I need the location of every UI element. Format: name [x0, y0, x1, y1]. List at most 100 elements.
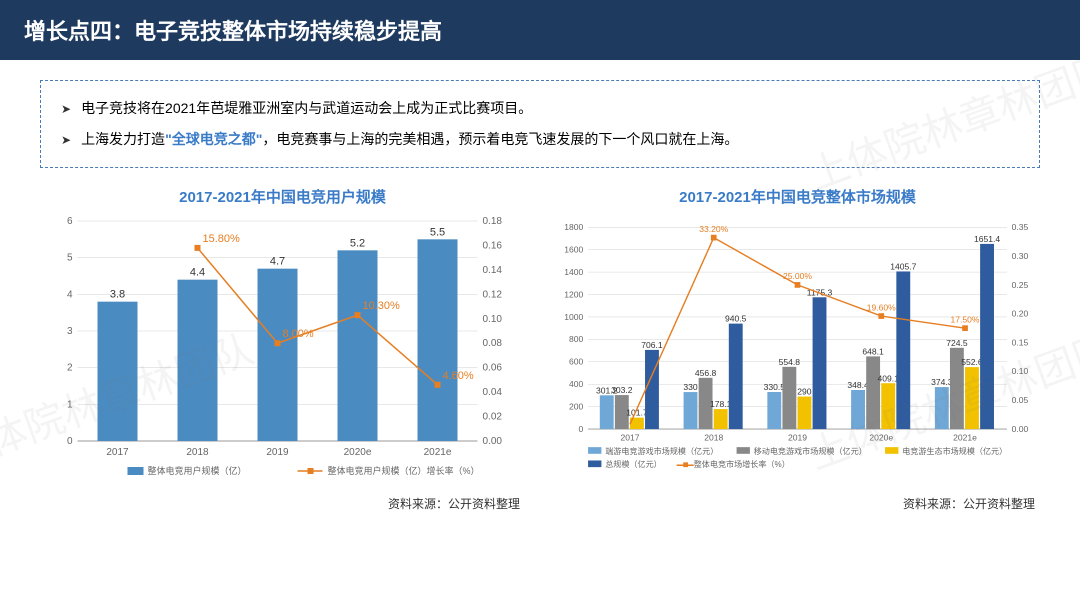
svg-text:4.60%: 4.60%: [443, 369, 474, 381]
svg-text:整体电竞用户规模（亿）增长率（%）: 整体电竞用户规模（亿）增长率（%）: [328, 465, 480, 476]
svg-text:整体电竞用户规模（亿）: 整体电竞用户规模（亿）: [148, 465, 247, 476]
svg-text:电竞游生态市场规模（亿元）: 电竞游生态市场规模（亿元）: [902, 445, 1007, 455]
chart-title: 2017-2021年中国电竞用户规模: [35, 186, 530, 207]
svg-text:400: 400: [569, 379, 584, 389]
svg-text:0.25: 0.25: [1012, 279, 1029, 289]
svg-text:0.02: 0.02: [483, 411, 503, 422]
svg-text:1800: 1800: [564, 222, 583, 232]
svg-text:15.80%: 15.80%: [203, 232, 241, 244]
svg-text:25.00%: 25.00%: [783, 271, 812, 281]
svg-text:0.12: 0.12: [483, 289, 503, 300]
svg-text:330: 330: [683, 382, 698, 392]
bullet-arrow-icon: ➤: [61, 127, 71, 153]
svg-text:19.60%: 19.60%: [867, 302, 896, 312]
chart-svg: 0 1 2 3 4 5 6 0.00 0.02 0.04 0.06 0.08 0.10 0.12 0.14 0…: [35, 211, 530, 491]
svg-text:348.4: 348.4: [847, 380, 869, 390]
svg-text:303.2: 303.2: [611, 385, 633, 395]
svg-text:3.8: 3.8: [110, 288, 125, 300]
svg-text:178.1: 178.1: [710, 399, 732, 409]
bullet-item: ➤ 电子竞技将在2021年芭堤雅亚洲室内与武道运动会上成为正式比赛项目。: [61, 93, 1019, 124]
svg-text:552.6: 552.6: [961, 357, 983, 367]
svg-text:0.35: 0.35: [1012, 222, 1029, 232]
svg-text:1400: 1400: [564, 267, 583, 277]
svg-text:1405.7: 1405.7: [890, 261, 916, 271]
svg-text:5.2: 5.2: [350, 237, 365, 249]
charts-row: 2017-2021年中国电竞用户规模 0 1 2 3 4 5 6 0.00 0.02 0.04 0.…: [0, 178, 1080, 512]
svg-text:2017: 2017: [106, 447, 129, 458]
svg-text:600: 600: [569, 356, 584, 366]
svg-text:0.05: 0.05: [1012, 395, 1029, 405]
svg-text:2017: 2017: [620, 432, 639, 442]
svg-text:1000: 1000: [564, 311, 583, 321]
bullet-text: 电子竞技将在2021年芭堤雅亚洲室内与武道运动会上成为正式比赛项目。: [81, 100, 532, 116]
svg-text:5: 5: [67, 252, 73, 263]
svg-text:0.00: 0.00: [483, 436, 503, 447]
svg-text:0: 0: [579, 424, 584, 434]
svg-text:1600: 1600: [564, 244, 583, 254]
svg-text:17.50%: 17.50%: [951, 314, 980, 324]
svg-text:6: 6: [67, 216, 73, 227]
svg-text:0.10: 0.10: [483, 313, 503, 324]
svg-text:1651.4: 1651.4: [974, 234, 1000, 244]
svg-text:330.5: 330.5: [764, 382, 786, 392]
svg-text:2020e: 2020e: [344, 447, 372, 458]
svg-text:0.15: 0.15: [1012, 337, 1029, 347]
chart-svg: 0 200 400 600 800 1000 1200 1400 1600 1800 0.00 0.0…: [550, 211, 1045, 491]
svg-text:940.5: 940.5: [725, 313, 747, 323]
svg-text:0.06: 0.06: [483, 362, 503, 373]
bullet-text: 上海发力打造: [81, 131, 165, 147]
svg-text:290: 290: [797, 386, 812, 396]
svg-text:2018: 2018: [704, 432, 723, 442]
chart-title: 2017-2021年中国电竞整体市场规模: [550, 186, 1045, 207]
svg-text:800: 800: [569, 334, 584, 344]
svg-text:724.5: 724.5: [946, 338, 968, 348]
svg-text:0.20: 0.20: [1012, 308, 1029, 318]
bullet-arrow-icon: ➤: [61, 96, 71, 122]
svg-text:2021e: 2021e: [953, 432, 977, 442]
svg-text:554.8: 554.8: [779, 357, 801, 367]
svg-text:2019: 2019: [266, 447, 289, 458]
bullet-box: ➤ 电子竞技将在2021年芭堤雅亚洲室内与武道运动会上成为正式比赛项目。 ➤ 上…: [40, 80, 1040, 168]
svg-text:8.00%: 8.00%: [283, 328, 314, 340]
svg-text:2019: 2019: [788, 432, 807, 442]
svg-text:409.1: 409.1: [878, 373, 900, 383]
svg-text:3: 3: [67, 326, 73, 337]
chart-left: 2017-2021年中国电竞用户规模 0 1 2 3 4 5 6 0.00 0.02 0.04 0.…: [35, 178, 530, 512]
svg-text:648.1: 648.1: [862, 346, 884, 356]
svg-text:0.30: 0.30: [1012, 251, 1029, 261]
chart-source: 资料来源：公开资料整理: [35, 495, 530, 512]
svg-text:0.00: 0.00: [1012, 424, 1029, 434]
svg-text:2: 2: [67, 362, 73, 373]
svg-text:33.20%: 33.20%: [699, 224, 728, 234]
svg-text:5.5: 5.5: [430, 226, 445, 238]
chart-source: 资料来源：公开资料整理: [550, 495, 1045, 512]
bullet-item: ➤ 上海发力打造"全球电竞之都"，电竞赛事与上海的完美相遇，预示着电竞飞速发展的…: [61, 124, 1019, 155]
svg-text:374.3: 374.3: [931, 377, 953, 387]
bullet-highlight: "全球电竞之都": [165, 131, 262, 147]
svg-text:整体电竞市场增长率（%）: 整体电竞市场增长率（%）: [694, 459, 790, 469]
svg-text:0: 0: [67, 436, 73, 447]
page-title: 增长点四：电子竞技整体市场持续稳步提高: [0, 0, 1080, 60]
bullet-text: ，电竞赛事与上海的完美相遇，预示着电竞飞速发展的下一个风口就在上海。: [262, 131, 738, 147]
chart-right: 2017-2021年中国电竞整体市场规模 0 200 400 600 800 1000 12…: [550, 178, 1045, 512]
svg-text:0.18: 0.18: [483, 216, 503, 227]
svg-text:706.1: 706.1: [641, 340, 663, 350]
svg-text:0.04: 0.04: [483, 387, 503, 398]
svg-text:2020e: 2020e: [869, 432, 893, 442]
svg-text:1200: 1200: [564, 289, 583, 299]
svg-text:2021e: 2021e: [424, 447, 452, 458]
svg-text:0.16: 0.16: [483, 240, 503, 251]
svg-text:4: 4: [67, 289, 73, 300]
svg-text:0.08: 0.08: [483, 338, 503, 349]
svg-text:200: 200: [569, 401, 584, 411]
svg-text:456.8: 456.8: [695, 368, 717, 378]
svg-text:移动电竞游戏市场规模（亿元）: 移动电竞游戏市场规模（亿元）: [754, 445, 867, 455]
svg-text:0.14: 0.14: [483, 264, 503, 275]
svg-text:1: 1: [67, 399, 73, 410]
svg-text:10.30%: 10.30%: [363, 300, 401, 312]
svg-text:4.7: 4.7: [270, 255, 285, 267]
svg-text:0.10: 0.10: [1012, 366, 1029, 376]
svg-text:4.4: 4.4: [190, 266, 205, 278]
svg-text:2018: 2018: [186, 447, 209, 458]
svg-text:总规模（亿元）: 总规模（亿元）: [605, 459, 662, 469]
